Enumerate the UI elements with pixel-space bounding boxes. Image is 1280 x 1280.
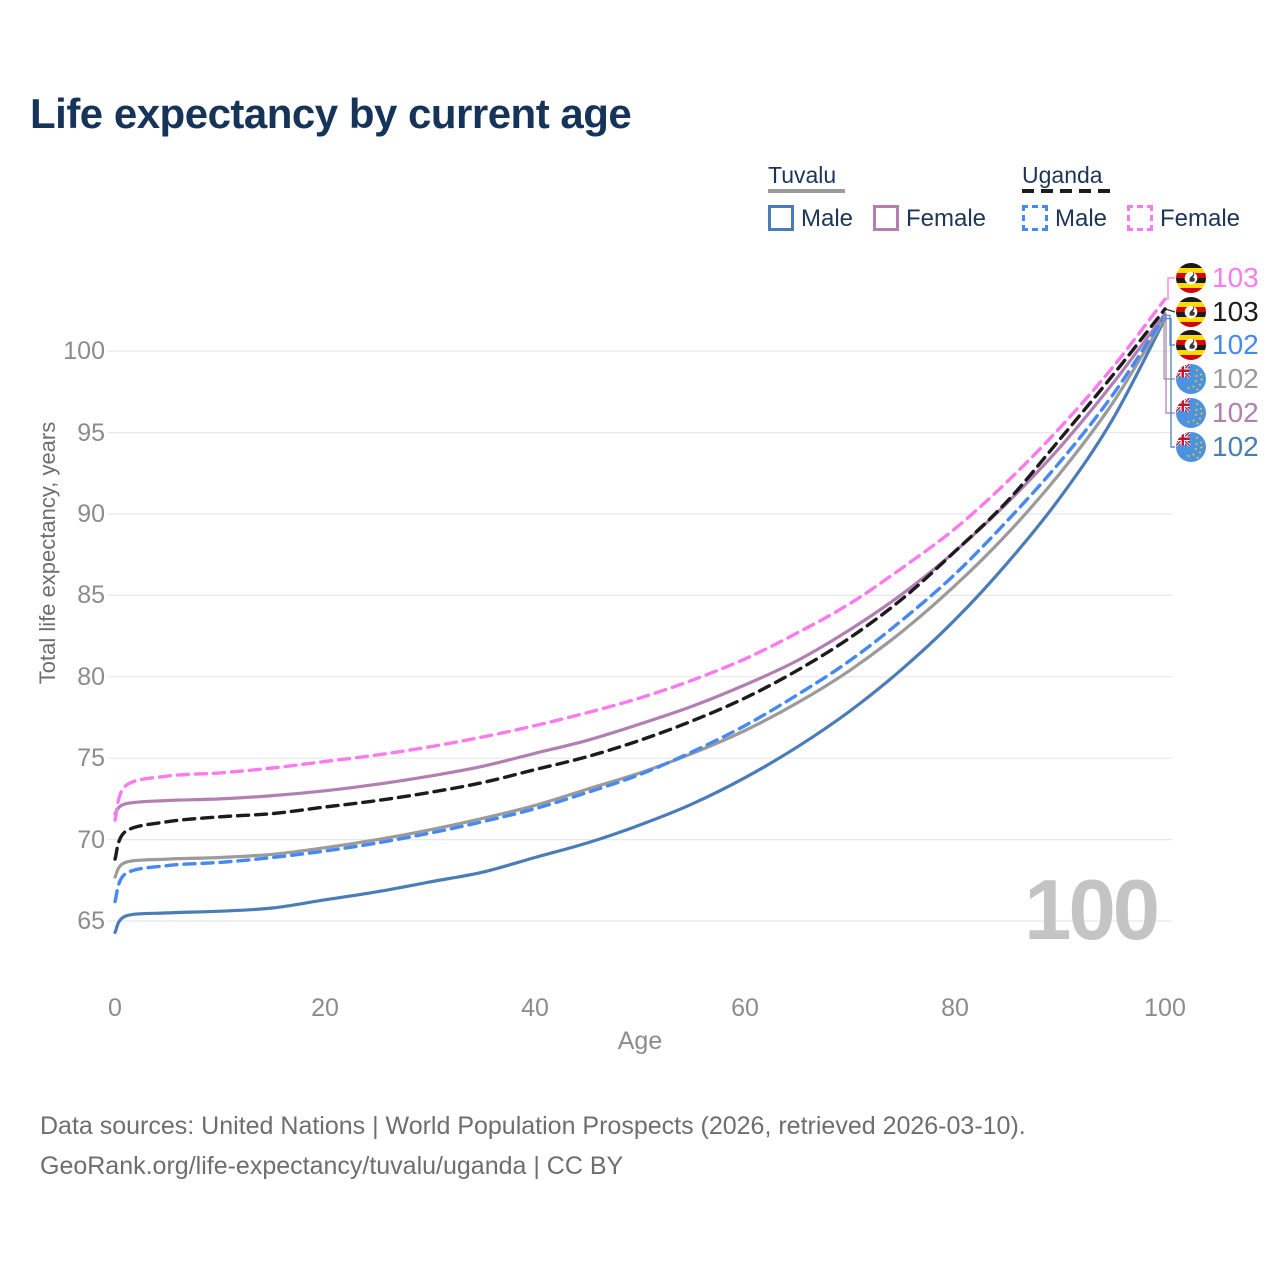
y-tick-95: 95 bbox=[77, 418, 105, 447]
legend-swatch-uganda-male[interactable] bbox=[1022, 205, 1048, 231]
y-tick-80: 80 bbox=[77, 662, 105, 691]
end-label-value-uganda-male: 102 bbox=[1212, 329, 1259, 360]
y-tick-70: 70 bbox=[77, 825, 105, 854]
legend-label-uganda-male[interactable]: Male bbox=[1055, 205, 1108, 232]
tuvalu-flag-icon bbox=[1176, 432, 1206, 462]
end-label-connector-uganda bbox=[1164, 308, 1176, 313]
end-label-value-tuvalu-male: 102 bbox=[1212, 431, 1259, 462]
end-label-tuvalu-female: 102 bbox=[1176, 397, 1276, 429]
x-tick-40: 40 bbox=[521, 994, 549, 1022]
y-tick-100: 100 bbox=[63, 337, 105, 366]
y-tick-75: 75 bbox=[77, 744, 105, 773]
y-tick-85: 85 bbox=[77, 581, 105, 610]
series-line-tuvalu-male[interactable] bbox=[113, 317, 1167, 934]
y-tick-65: 65 bbox=[77, 907, 105, 935]
end-label-connector-uganda-female bbox=[1165, 277, 1175, 300]
end-label-uganda-female: 103 bbox=[1176, 262, 1276, 294]
end-label-connector-uganda-male bbox=[1165, 314, 1175, 346]
end-label-tuvalu-male: 102 bbox=[1176, 431, 1276, 463]
legend-label-tuvalu-male[interactable]: Male bbox=[801, 205, 854, 232]
end-label-value-tuvalu: 102 bbox=[1212, 363, 1259, 394]
x-tick-60: 60 bbox=[731, 994, 759, 1022]
series-line-uganda-female[interactable] bbox=[113, 297, 1167, 822]
x-tick-100: 100 bbox=[1144, 994, 1186, 1022]
legend-label-uganda-female[interactable]: Female bbox=[1160, 205, 1241, 232]
legend-linestyle-sample-uganda bbox=[1022, 189, 1110, 193]
series-line-uganda-male[interactable] bbox=[113, 313, 1167, 904]
end-label-connector-tuvalu-male bbox=[1165, 317, 1175, 448]
series-line-uganda[interactable] bbox=[113, 307, 1167, 861]
x-tick-20: 20 bbox=[311, 994, 339, 1022]
x-tick-80: 80 bbox=[941, 994, 969, 1022]
series-line-tuvalu[interactable] bbox=[113, 315, 1167, 879]
uganda-flag-icon bbox=[1176, 330, 1206, 360]
end-label-value-tuvalu-female: 102 bbox=[1212, 397, 1259, 428]
legend-label-tuvalu-female[interactable]: Female bbox=[906, 205, 987, 232]
end-label-tuvalu: 102 bbox=[1176, 363, 1276, 395]
uganda-flag-icon bbox=[1176, 297, 1206, 327]
x-axis-title: Age bbox=[617, 1027, 663, 1055]
page-title: Life expectancy by current age bbox=[30, 90, 632, 137]
legend-country-tuvalu: Tuvalu bbox=[768, 162, 837, 188]
uganda-flag-icon bbox=[1176, 263, 1206, 293]
end-label-value-uganda: 103 bbox=[1212, 296, 1259, 327]
footer-data-sources: Data sources: United Nations | World Pop… bbox=[40, 1112, 1026, 1140]
y-tick-90: 90 bbox=[77, 500, 105, 528]
footer: Data sources: United Nations | World Pop… bbox=[40, 1106, 1026, 1186]
legend-swatch-tuvalu-female[interactable] bbox=[873, 205, 899, 231]
legend-linestyle-sample-tuvalu bbox=[768, 189, 845, 193]
footer-attribution-link[interactable]: GeoRank.org/life-expectancy/tuvalu/ugand… bbox=[40, 1152, 624, 1180]
end-label-connector-tuvalu bbox=[1163, 316, 1175, 380]
age-counter-watermark: 100 bbox=[1024, 863, 1160, 958]
y-axis-title: Total life expectancy, years bbox=[35, 421, 60, 685]
tuvalu-flag-icon bbox=[1176, 364, 1206, 394]
end-label-uganda-male: 102 bbox=[1176, 329, 1276, 361]
x-tick-0: 0 bbox=[108, 994, 122, 1022]
tuvalu-flag-icon bbox=[1176, 398, 1206, 428]
end-label-value-uganda-female: 103 bbox=[1212, 262, 1259, 293]
legend-country-uganda: Uganda bbox=[1022, 162, 1103, 188]
legend-swatch-uganda-female[interactable] bbox=[1127, 205, 1153, 231]
legend-swatch-tuvalu-male[interactable] bbox=[768, 205, 794, 231]
end-label-uganda: 103 bbox=[1176, 296, 1276, 328]
